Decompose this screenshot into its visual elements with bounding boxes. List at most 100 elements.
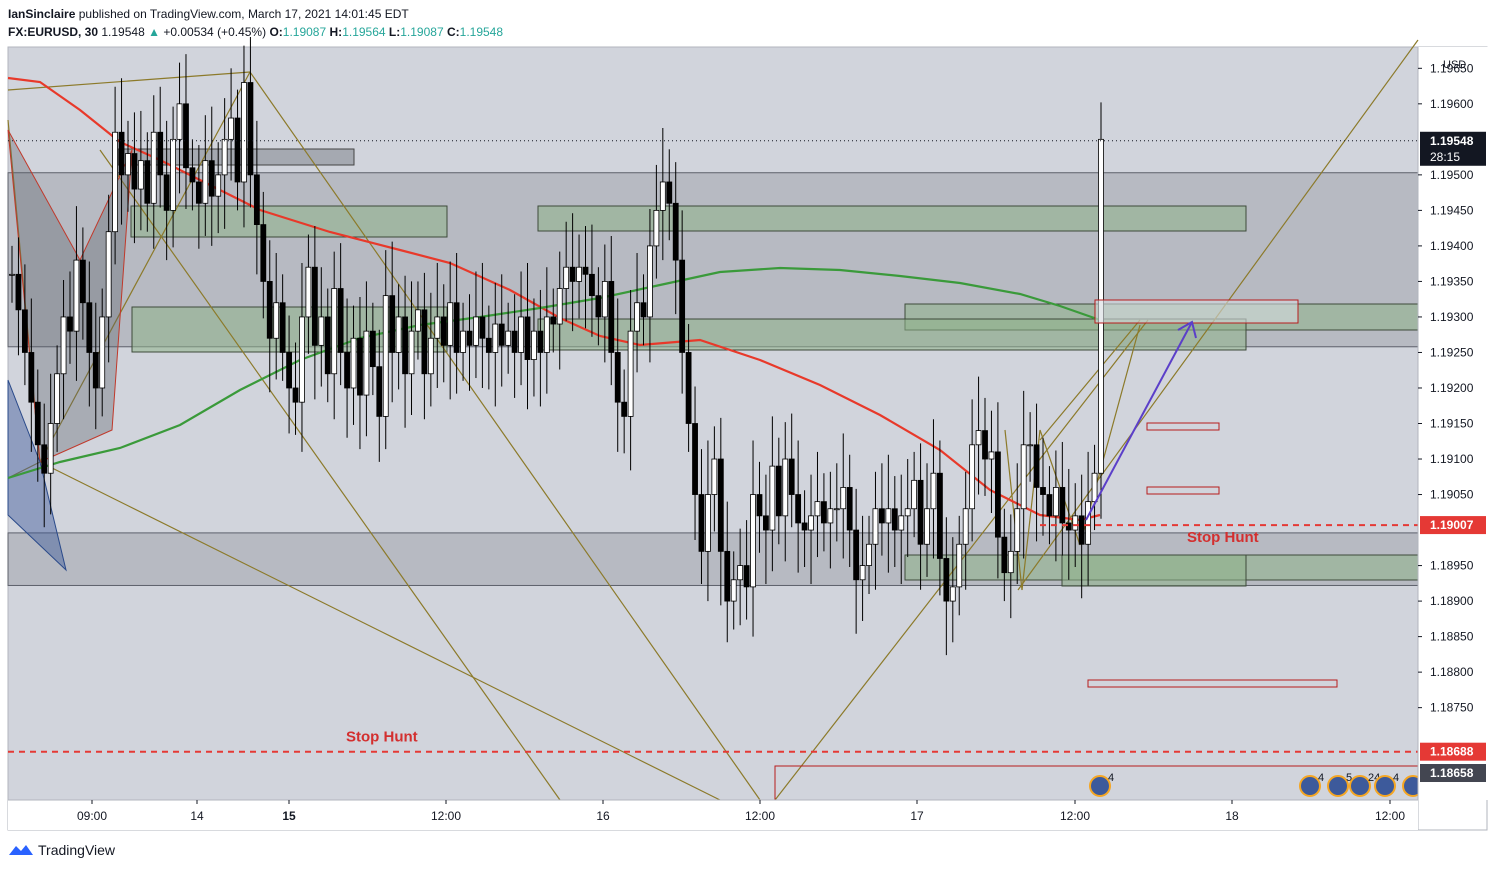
x-tick-label: 16 (596, 809, 610, 823)
candle (782, 422, 789, 562)
candle-body (1001, 536, 1008, 574)
candle (9, 245, 15, 303)
candle-body (1027, 444, 1034, 447)
candle-body (763, 515, 769, 531)
candle (911, 451, 918, 538)
candle (183, 54, 189, 209)
candle-body (737, 565, 744, 581)
candle (866, 515, 872, 594)
author-name: IanSinclaire (8, 7, 76, 21)
pattern-line (39, 461, 721, 801)
candle-body (215, 174, 222, 197)
candle-body (866, 543, 872, 566)
candle (473, 271, 479, 379)
target-box (1087, 679, 1338, 688)
close-value: 1.19548 (459, 25, 504, 39)
candle-body (286, 352, 292, 389)
candle-body (994, 451, 1001, 538)
candle-body (975, 430, 982, 446)
candle (653, 164, 660, 279)
candle-body (408, 330, 415, 375)
candle-body (9, 273, 15, 276)
candle-body (305, 266, 312, 318)
candle-body (614, 352, 621, 403)
candle (47, 373, 54, 515)
candle-body (195, 181, 202, 204)
candle (569, 213, 576, 332)
candle-body (962, 508, 969, 545)
x-tick-label: 09:00 (77, 809, 107, 823)
candle (279, 274, 286, 381)
candle-body (324, 316, 331, 375)
candle (260, 191, 267, 319)
event-badge: 24 (1349, 772, 1380, 797)
x-tick-label: 15 (282, 809, 296, 823)
candle-body (1052, 487, 1059, 517)
candle-body (466, 330, 473, 346)
candle (421, 272, 428, 420)
x-tick-label: 12:00 (431, 809, 461, 823)
candle-body (112, 131, 119, 233)
candle (885, 454, 892, 573)
low-value: 1.19087 (400, 25, 444, 39)
candle (1033, 403, 1040, 542)
high-label: H: (329, 25, 343, 39)
y-tick-label: 1.19050 (1430, 488, 1474, 502)
candle-body (692, 423, 698, 495)
candle-body (144, 160, 151, 204)
candle (1040, 437, 1046, 536)
candle-body (131, 153, 138, 190)
candle-body (569, 266, 576, 282)
candle-body (92, 352, 99, 389)
candle (440, 284, 447, 383)
candle (415, 281, 421, 360)
candle-body (86, 302, 93, 353)
event-count: 4 (1108, 772, 1114, 784)
event-badge: 4 (1089, 772, 1114, 797)
candle (485, 305, 492, 390)
candle-body (756, 494, 763, 517)
candle-body (99, 316, 106, 389)
candle-body (299, 316, 305, 403)
candle-body (808, 515, 814, 531)
candle (408, 281, 415, 415)
candle-body (253, 174, 260, 225)
candle-body (105, 231, 112, 318)
candle (1014, 463, 1021, 585)
candle-body (711, 458, 718, 495)
flag-icon (1374, 775, 1396, 797)
candle (318, 267, 325, 387)
candle (659, 127, 666, 261)
candle-body (647, 245, 653, 318)
candle (67, 271, 73, 364)
candle-body (659, 181, 666, 211)
candle (305, 234, 312, 354)
published-text: published on TradingView.com, March 17, … (78, 7, 409, 21)
candle (601, 244, 608, 363)
candle-body (157, 131, 164, 176)
candle-body (801, 522, 808, 531)
candle (447, 261, 454, 400)
candle-body (1007, 550, 1014, 574)
candle-body (911, 479, 918, 510)
candle (840, 433, 847, 559)
candle-body (1059, 487, 1066, 524)
candle (234, 89, 241, 211)
candle-body (434, 316, 441, 339)
tradingview-brand[interactable]: TradingView (8, 842, 115, 858)
candle-body (1085, 501, 1092, 545)
bottom-price-tag: 1.18658 (1420, 764, 1486, 783)
candle (337, 243, 344, 386)
candle (1078, 474, 1085, 599)
candle-body (292, 387, 299, 403)
current-price-tag: 1.19548 28:15 (1420, 131, 1486, 166)
flag-icon (1299, 775, 1321, 797)
candle-body (318, 316, 325, 346)
candle-body (595, 295, 602, 318)
candle (563, 221, 570, 322)
ema-green-line (7, 266, 1101, 480)
event-badge: 4 (1374, 772, 1399, 797)
candle (292, 342, 299, 435)
candle-body (969, 444, 976, 510)
